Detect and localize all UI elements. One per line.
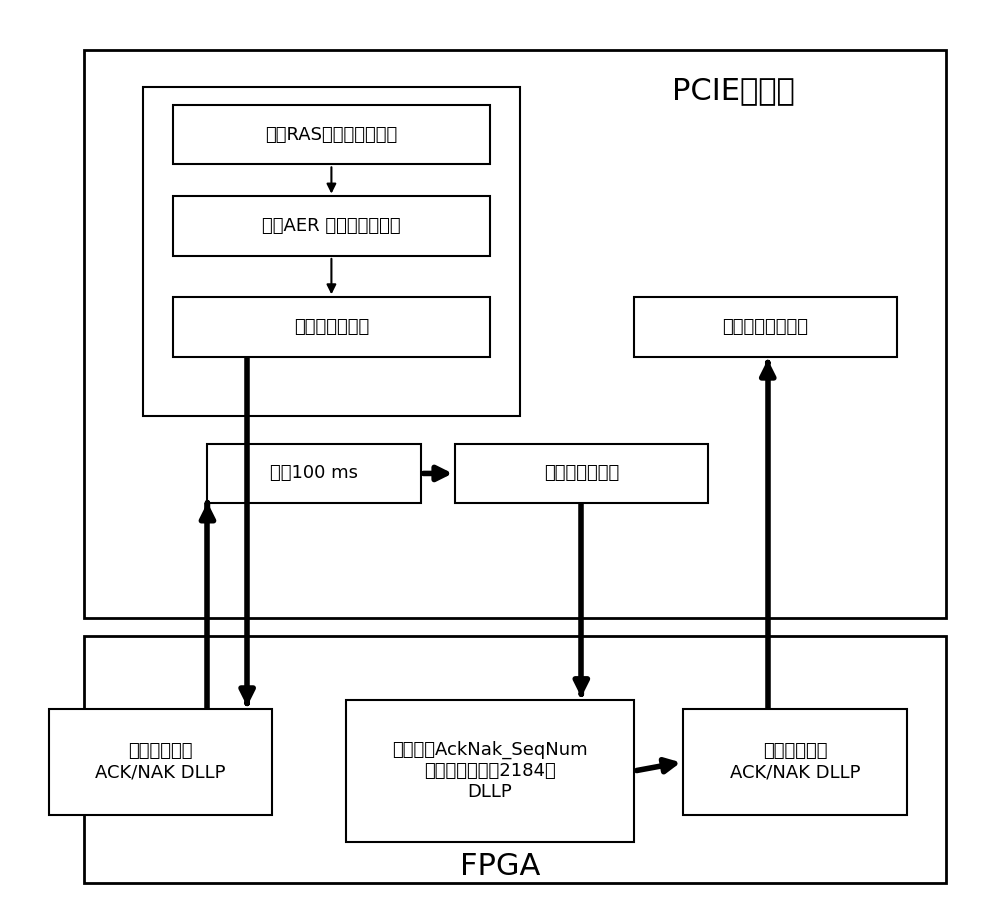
Text: 配置AER 相关寄存器的值: 配置AER 相关寄存器的值	[262, 217, 401, 236]
Text: 打开自动回复
ACK/NAK DLLP: 打开自动回复 ACK/NAK DLLP	[730, 743, 860, 782]
FancyBboxPatch shape	[173, 197, 490, 256]
FancyBboxPatch shape	[346, 700, 634, 842]
Text: 配置RAS寄存器避免死机: 配置RAS寄存器避免死机	[265, 126, 398, 143]
Text: 执行错误检查步骤: 执行错误检查步骤	[722, 318, 808, 336]
FancyBboxPatch shape	[634, 298, 897, 357]
FancyBboxPatch shape	[173, 298, 490, 357]
FancyBboxPatch shape	[143, 87, 520, 416]
Text: 延时100 ms: 延时100 ms	[270, 465, 358, 482]
FancyBboxPatch shape	[49, 710, 272, 815]
Text: 回复一个AckNak_SeqNum
字段具有错误值2184的
DLLP: 回复一个AckNak_SeqNum 字段具有错误值2184的 DLLP	[392, 741, 588, 801]
FancyBboxPatch shape	[84, 636, 946, 883]
Text: 发送内存写请求: 发送内存写请求	[294, 318, 369, 336]
Text: 关闭自动回复
ACK/NAK DLLP: 关闭自动回复 ACK/NAK DLLP	[95, 743, 226, 782]
FancyBboxPatch shape	[173, 105, 490, 164]
FancyBboxPatch shape	[84, 50, 946, 617]
Text: 发送内存读请求: 发送内存读请求	[544, 465, 619, 482]
FancyBboxPatch shape	[683, 710, 907, 815]
FancyBboxPatch shape	[455, 444, 708, 504]
FancyBboxPatch shape	[207, 444, 421, 504]
Text: FPGA: FPGA	[460, 852, 540, 881]
Text: PCIE控制器: PCIE控制器	[672, 77, 794, 105]
